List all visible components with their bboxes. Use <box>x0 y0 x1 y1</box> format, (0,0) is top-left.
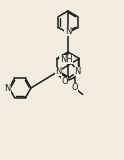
Text: N: N <box>4 84 10 92</box>
Text: N: N <box>56 67 62 76</box>
Text: O: O <box>71 83 78 92</box>
Text: N: N <box>65 27 71 36</box>
Text: NH: NH <box>60 55 73 64</box>
Text: N: N <box>74 67 80 76</box>
Text: O: O <box>61 77 68 86</box>
